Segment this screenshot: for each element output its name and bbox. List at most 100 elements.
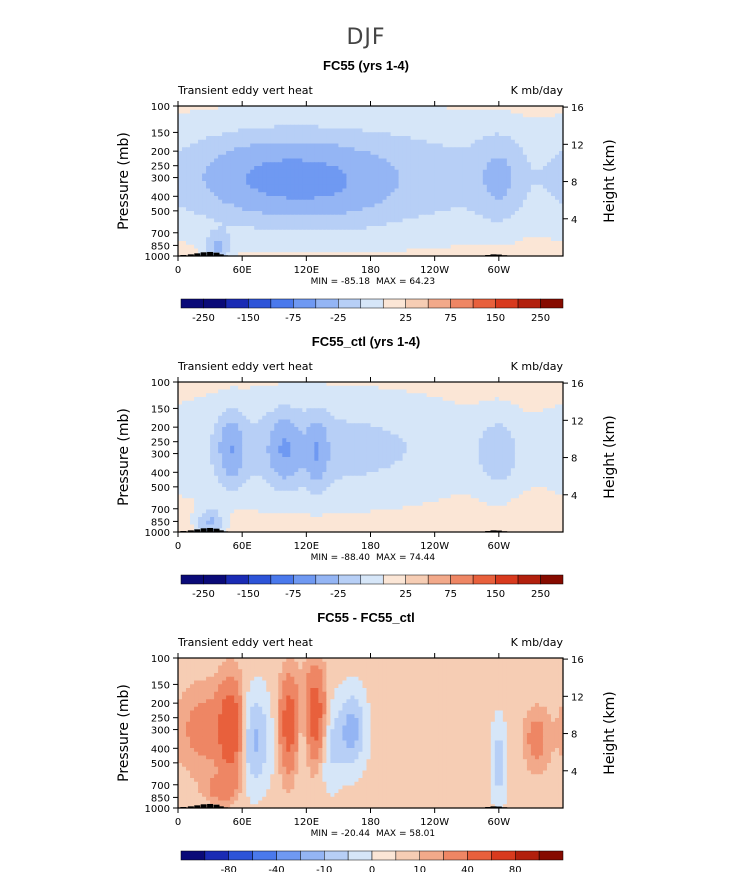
field-cell	[298, 113, 303, 118]
field-cell	[462, 196, 468, 201]
field-cell	[386, 154, 392, 160]
field-cell	[338, 226, 344, 231]
field-cell	[398, 419, 404, 424]
field-cell	[234, 117, 239, 122]
field-cell	[530, 184, 536, 190]
field-cell	[546, 117, 552, 122]
field-cell	[514, 237, 520, 242]
field-cell	[482, 211, 488, 216]
field-cell	[422, 218, 428, 223]
field-cell	[378, 117, 384, 122]
field-cell	[382, 117, 388, 122]
field-cell	[242, 109, 247, 115]
field-cell	[558, 109, 564, 115]
field-cell	[522, 385, 528, 391]
field-cell	[546, 113, 552, 118]
field-cell	[482, 207, 488, 212]
field-cell	[386, 389, 392, 394]
field-cell	[226, 184, 231, 190]
field-cell	[542, 229, 548, 235]
field-cell	[194, 184, 199, 190]
field-cell	[418, 222, 424, 227]
field-cell	[282, 415, 287, 421]
field-cell	[218, 109, 223, 115]
field-cell	[518, 222, 524, 227]
field-cell	[326, 106, 331, 111]
field-cell	[366, 397, 372, 402]
field-cell	[226, 121, 231, 126]
field-cell	[210, 393, 215, 398]
field-cell	[206, 128, 211, 133]
field-cell	[442, 196, 448, 201]
field-cell	[506, 389, 512, 394]
field-cell	[290, 385, 295, 391]
field-cell	[322, 121, 327, 126]
field-cell	[558, 397, 564, 402]
field-cell	[182, 393, 187, 398]
field-cell	[430, 196, 436, 201]
field-cell	[242, 241, 247, 246]
field-cell	[298, 393, 303, 398]
field-cell	[222, 385, 227, 391]
field-cell	[386, 162, 392, 167]
field-cell	[550, 397, 556, 402]
field-cell	[402, 397, 408, 402]
field-cell	[386, 151, 392, 156]
field-cell	[558, 389, 564, 394]
field-cell	[306, 400, 311, 406]
field-cell	[326, 192, 331, 197]
field-cell	[374, 143, 380, 148]
field-cell	[330, 237, 336, 242]
field-cell	[270, 207, 275, 212]
field-cell	[294, 207, 299, 212]
field-cell	[446, 404, 452, 409]
field-cell	[274, 181, 279, 186]
field-cell	[462, 169, 468, 175]
field-cell	[382, 382, 388, 387]
field-cell	[434, 244, 440, 250]
field-cell	[402, 154, 408, 160]
field-cell	[218, 106, 223, 111]
field-cell	[214, 244, 219, 250]
field-cell	[462, 397, 468, 402]
field-cell	[494, 151, 500, 156]
field-cell	[230, 173, 235, 178]
field-cell	[454, 188, 460, 193]
field-cell	[362, 252, 368, 257]
field-cell	[510, 218, 516, 223]
field-cell	[346, 252, 352, 257]
field-cell	[474, 162, 480, 167]
field-cell	[482, 419, 488, 424]
field-cell	[506, 192, 512, 197]
field-cell	[402, 184, 408, 190]
field-cell	[398, 143, 404, 148]
field-cell	[198, 404, 203, 409]
field-cell	[290, 207, 295, 212]
field-cell	[230, 169, 235, 175]
field-cell	[502, 218, 508, 223]
field-cell	[310, 415, 315, 421]
field-cell	[526, 419, 532, 424]
field-cell	[438, 382, 444, 387]
field-cell	[466, 113, 472, 118]
field-cell	[474, 385, 480, 391]
field-cell	[406, 252, 412, 257]
field-cell	[330, 109, 336, 115]
field-cell	[418, 408, 424, 413]
field-cell	[550, 241, 556, 246]
field-cell	[506, 252, 512, 257]
field-cell	[558, 214, 564, 220]
field-cell	[438, 158, 444, 163]
field-cell	[326, 218, 331, 223]
field-cell	[338, 169, 344, 175]
field-cell	[230, 389, 235, 394]
field-cell	[478, 147, 484, 152]
field-cell	[526, 143, 532, 148]
field-cell	[270, 385, 275, 391]
field-cell	[482, 169, 488, 175]
field-cell	[302, 226, 307, 231]
field-cell	[206, 400, 211, 406]
field-cell	[542, 169, 548, 175]
field-cell	[246, 214, 251, 220]
field-cell	[482, 139, 488, 145]
